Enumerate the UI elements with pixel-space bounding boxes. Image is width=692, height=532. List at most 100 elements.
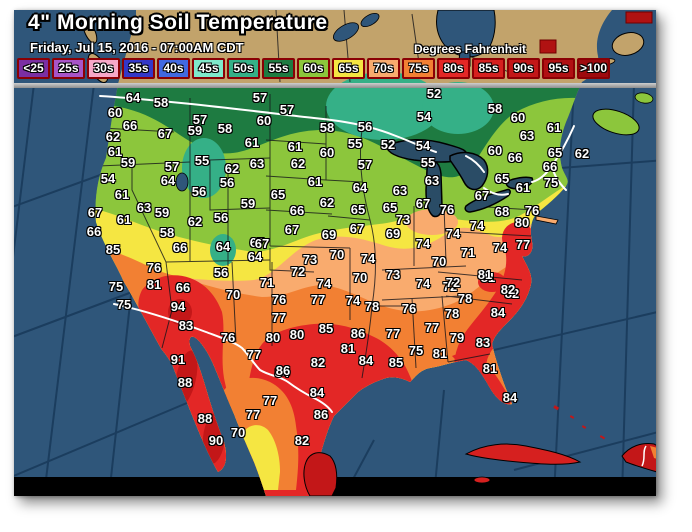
map-edge-box — [625, 11, 653, 24]
station-value: 64 — [247, 248, 263, 264]
islands-and-bays — [82, 10, 654, 225]
map-header: 4" Morning Soil Temperature Friday, Jul … — [14, 10, 656, 88]
station-value: 67 — [249, 234, 265, 250]
station-value: 67 — [415, 195, 431, 211]
station-value: 84 — [502, 389, 518, 405]
temperature-legend: <25 25s 30s 35s 40s 45s 50s 55s 60s 65s 70s 75s 80s 8… — [17, 58, 610, 79]
station-value: 85 — [318, 320, 334, 336]
station-value: 61 — [515, 179, 531, 195]
us-canada-border-west — [99, 95, 437, 153]
station-value: 90 — [208, 432, 224, 448]
station-value: 68 — [494, 203, 510, 219]
station-value: 64 — [215, 238, 231, 254]
station-value: 76 — [524, 202, 540, 218]
station-value: 67 — [284, 221, 300, 237]
station-value: 67 — [87, 204, 103, 220]
long-island — [535, 215, 559, 225]
station-value: 56 — [213, 264, 229, 280]
us-mexico-border — [113, 303, 333, 413]
station-value: 65 — [350, 201, 366, 217]
lake-michigan — [425, 160, 443, 218]
station-value: 61 — [287, 138, 303, 154]
station-value: 74 — [415, 275, 431, 291]
station-value: 71 — [259, 274, 275, 290]
international-borders — [99, 95, 575, 413]
station-value: 58 — [319, 119, 335, 135]
station-value: 77 — [310, 291, 326, 307]
station-value: 81 — [480, 269, 496, 285]
station-value: 76 — [439, 201, 455, 217]
station-value: 66 — [86, 223, 102, 239]
station-value: 59 — [120, 154, 136, 170]
station-value: 58 — [153, 94, 169, 110]
station-value: 52 — [426, 85, 442, 101]
station-value: 83 — [178, 317, 194, 333]
station-value: 56 — [219, 174, 235, 190]
station-value: 84 — [358, 352, 374, 368]
lake-manitoba — [360, 12, 380, 28]
station-value: 74 — [469, 217, 485, 233]
lake-winnipeg — [332, 22, 360, 42]
station-value: 69 — [385, 225, 401, 241]
station-value: 56 — [191, 183, 207, 199]
caribbean — [303, 405, 656, 496]
station-value: 74 — [360, 250, 376, 266]
station-value: 77 — [271, 309, 287, 325]
page-title: 4" Morning Soil Temperature — [28, 11, 328, 34]
station-value: 76 — [146, 259, 162, 275]
station-value: 65 — [270, 186, 286, 202]
great-salt-lake — [175, 172, 189, 192]
legend-item-s30: 30s — [87, 58, 120, 79]
station-value: 62 — [224, 160, 240, 176]
station-value: 73 — [395, 211, 411, 227]
station-value: 57 — [192, 111, 208, 127]
station-value: 61 — [307, 173, 323, 189]
station-value: 63 — [136, 199, 152, 215]
station-value: 61 — [107, 143, 123, 159]
station-value: 81 — [146, 276, 162, 292]
nova-scotia — [592, 108, 640, 136]
haida-island — [82, 20, 98, 44]
station-value: 54 — [100, 170, 116, 186]
station-value: 61 — [116, 211, 132, 227]
station-value: 71 — [460, 244, 476, 260]
station-value: 88 — [177, 374, 193, 390]
contour-50s-pockets — [182, 72, 494, 266]
legend-item-s25: 25s — [52, 58, 85, 79]
station-value: 79 — [449, 329, 465, 345]
cape-breton — [634, 92, 654, 104]
station-value: 60 — [510, 109, 526, 125]
legend-item-s85: 85s — [472, 58, 505, 79]
legend-item-s60: 60s — [297, 58, 330, 79]
station-value: 59 — [240, 195, 256, 211]
station-value: 72 — [290, 263, 306, 279]
station-value: 74 — [445, 225, 461, 241]
station-value: 60 — [256, 112, 272, 128]
station-value: 63 — [519, 127, 535, 143]
station-value: 82 — [500, 281, 516, 297]
station-value: 74 — [415, 235, 431, 251]
station-value: 77 — [385, 325, 401, 341]
station-value: 83 — [475, 334, 491, 350]
station-value: 62 — [105, 128, 121, 144]
station-value: 60 — [487, 142, 503, 158]
legend-item-s95: 95s — [542, 58, 575, 79]
station-value: 60 — [319, 144, 335, 160]
station-value: 80 — [265, 329, 281, 345]
station-value: 82 — [310, 354, 326, 370]
soil-temperature-map: 4" Morning Soil Temperature Friday, Jul … — [14, 10, 656, 496]
station-value: 63 — [249, 155, 265, 171]
station-value: 66 — [175, 279, 191, 295]
station-value: 70 — [230, 424, 246, 440]
hispaniola-east — [650, 446, 656, 459]
units-label: Degrees Fahrenheit — [414, 42, 527, 56]
station-value: 70 — [431, 253, 447, 269]
station-value: 57 — [164, 158, 180, 174]
newfoundland — [611, 32, 645, 56]
station-value: 78 — [364, 298, 380, 314]
station-value: 84 — [309, 384, 325, 400]
station-value: 91 — [170, 351, 186, 367]
station-value: 78 — [457, 290, 473, 306]
legend-item-s55: 55s — [262, 58, 295, 79]
